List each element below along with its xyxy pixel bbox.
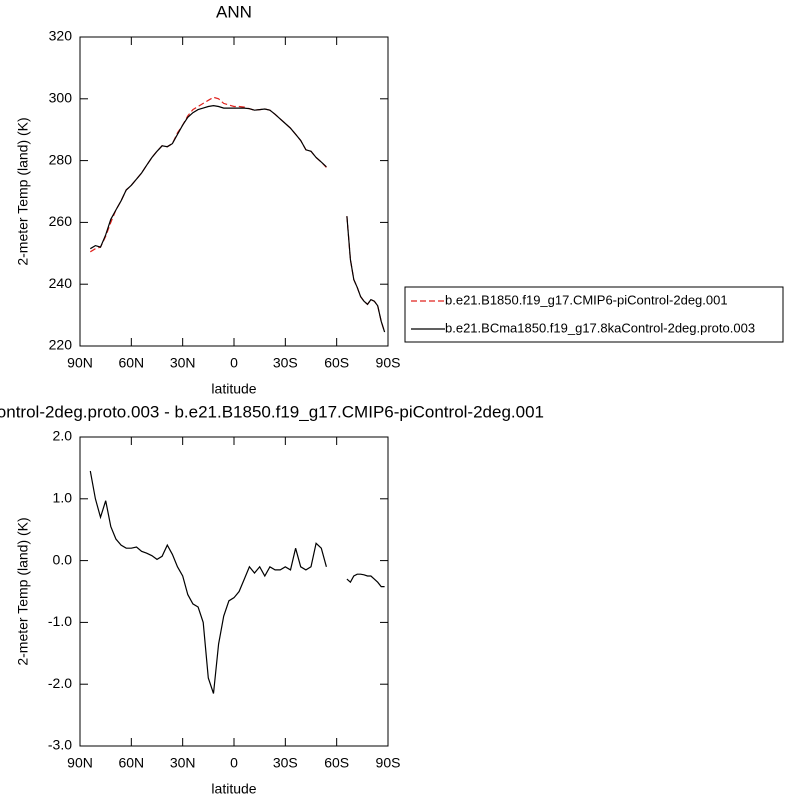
y-axis-label: 2-meter Temp (land) (K) bbox=[15, 117, 31, 265]
y-tick-label: 2.0 bbox=[53, 428, 73, 444]
y-tick-label: 300 bbox=[49, 90, 73, 106]
chart-title: g17.8kaControl-2deg.proto.003 - b.e21.B1… bbox=[0, 402, 544, 421]
y-axis-label: 2-meter Temp (land) (K) bbox=[15, 517, 31, 665]
y-tick-label: -2.0 bbox=[48, 675, 72, 691]
x-tick-label: 30S bbox=[273, 755, 298, 771]
x-axis-label: latitude bbox=[211, 381, 256, 397]
y-tick-label: 1.0 bbox=[53, 490, 73, 506]
x-tick-label: 30S bbox=[273, 355, 298, 371]
y-tick-label: 260 bbox=[49, 213, 73, 229]
x-tick-label: 60N bbox=[118, 355, 144, 371]
data-line bbox=[89, 104, 386, 333]
x-tick-label: 0 bbox=[230, 355, 238, 371]
y-tick-label: 240 bbox=[49, 275, 73, 291]
plot-frame bbox=[79, 36, 389, 347]
x-tick-label: 60S bbox=[324, 755, 349, 771]
chart-title: ANN bbox=[216, 2, 252, 21]
y-tick-label: 0.0 bbox=[53, 551, 73, 567]
x-axis-label: latitude bbox=[211, 781, 256, 797]
x-tick-label: 90N bbox=[67, 755, 93, 771]
x-tick-label: 60N bbox=[118, 755, 144, 771]
x-tick-label: 30N bbox=[170, 755, 196, 771]
data-line bbox=[89, 470, 385, 694]
data-line bbox=[89, 96, 386, 333]
x-tick-label: 0 bbox=[230, 755, 238, 771]
legend-box bbox=[404, 286, 784, 343]
x-tick-label: 90S bbox=[376, 355, 401, 371]
plot-frame bbox=[79, 436, 389, 747]
x-tick-label: 60S bbox=[324, 355, 349, 371]
y-tick-label: 280 bbox=[49, 151, 73, 167]
x-tick-label: 30N bbox=[170, 355, 196, 371]
x-tick-label: 90N bbox=[67, 355, 93, 371]
y-tick-label: -1.0 bbox=[48, 613, 72, 629]
x-tick-label: 90S bbox=[376, 755, 401, 771]
y-tick-label: -3.0 bbox=[48, 737, 72, 753]
y-tick-label: 220 bbox=[49, 337, 73, 353]
y-tick-label: 320 bbox=[49, 28, 73, 44]
legend-label: b.e21.BCma1850.f19_g17.8kaControl-2deg.p… bbox=[445, 320, 755, 335]
legend-label: b.e21.B1850.f19_g17.CMIP6-piControl-2deg… bbox=[445, 292, 728, 307]
